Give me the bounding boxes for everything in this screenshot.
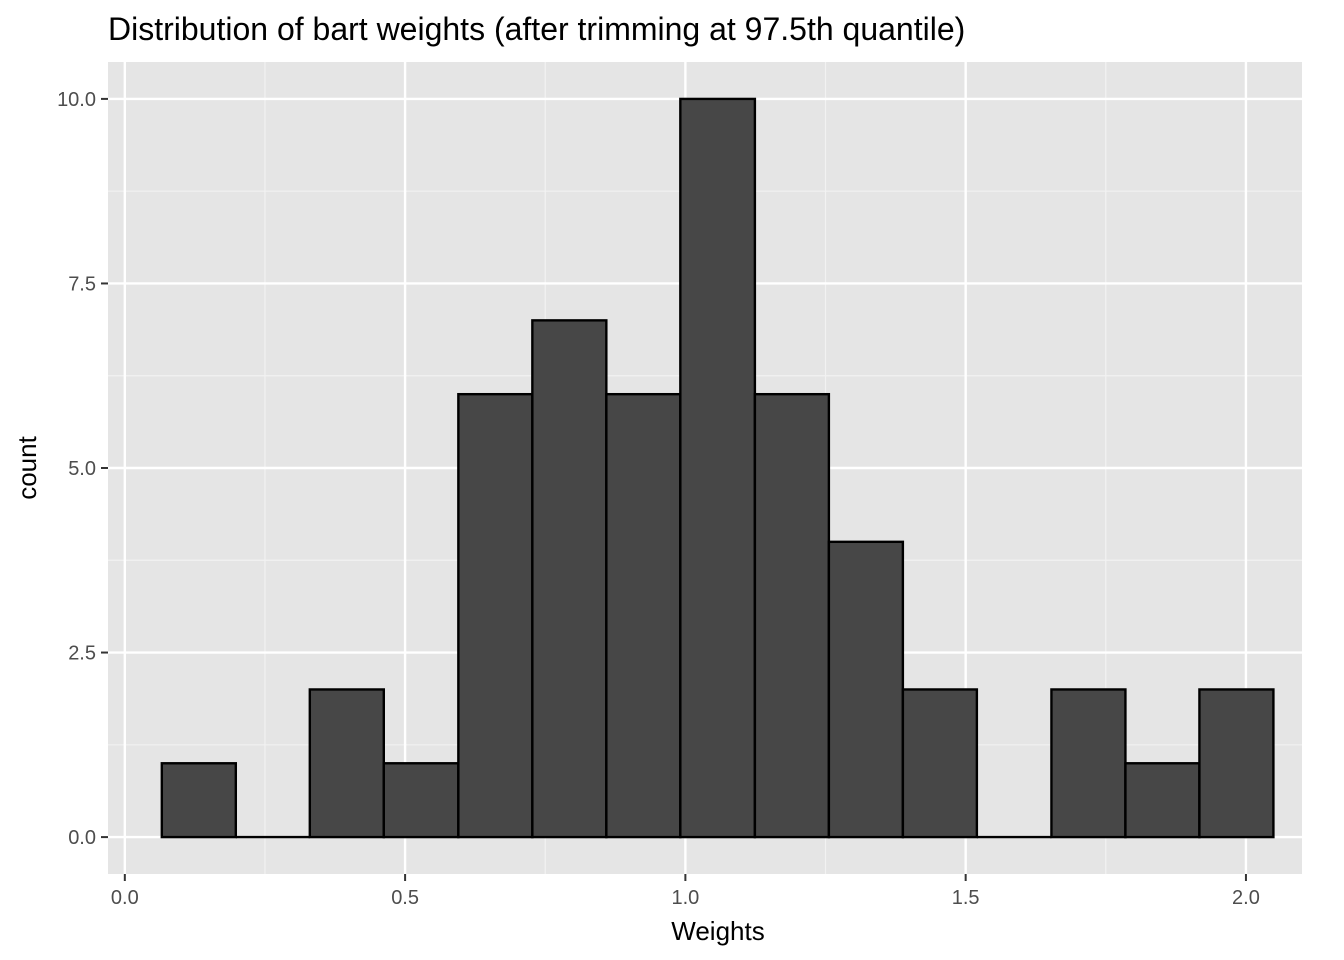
y-axis-title: count bbox=[12, 435, 42, 499]
histogram-bar-9 bbox=[753, 392, 831, 839]
histogram-bar-6 bbox=[531, 319, 608, 839]
x-tick-label: 0.5 bbox=[391, 887, 419, 909]
histogram-bar-10 bbox=[827, 540, 905, 839]
histogram-bar-8 bbox=[679, 97, 757, 839]
histogram-bar-15 bbox=[1198, 688, 1275, 839]
histogram-bar-13 bbox=[1050, 688, 1127, 839]
histogram-bar-5 bbox=[457, 392, 534, 839]
x-tick-label: 0.0 bbox=[111, 887, 139, 909]
x-axis-title: Weights bbox=[671, 916, 764, 946]
y-tick-label: 5.0 bbox=[68, 458, 96, 480]
y-tick-label: 10.0 bbox=[57, 89, 96, 111]
histogram-bar-1 bbox=[160, 762, 238, 839]
histogram-bars bbox=[160, 97, 1275, 839]
y-axis: 0.0 2.5 5.0 7.5 10.0 bbox=[57, 89, 108, 849]
y-tick-label: 0.0 bbox=[68, 827, 96, 849]
histogram-bar-7 bbox=[605, 392, 682, 839]
chart-title: Distribution of bart weights (after trim… bbox=[108, 11, 965, 47]
y-tick-label: 7.5 bbox=[68, 273, 96, 295]
x-tick-label: 1.5 bbox=[952, 887, 980, 909]
x-tick-label: 2.0 bbox=[1232, 887, 1260, 909]
histogram-bar-14 bbox=[1124, 762, 1201, 839]
histogram-bar-11 bbox=[901, 688, 979, 839]
histogram-bar-3 bbox=[308, 688, 385, 839]
histogram-bar-4 bbox=[382, 762, 460, 839]
y-tick-label: 2.5 bbox=[68, 643, 96, 665]
x-tick-label: 1.0 bbox=[671, 887, 699, 909]
x-axis: 0.0 0.5 1.0 1.5 2.0 bbox=[111, 874, 1260, 909]
